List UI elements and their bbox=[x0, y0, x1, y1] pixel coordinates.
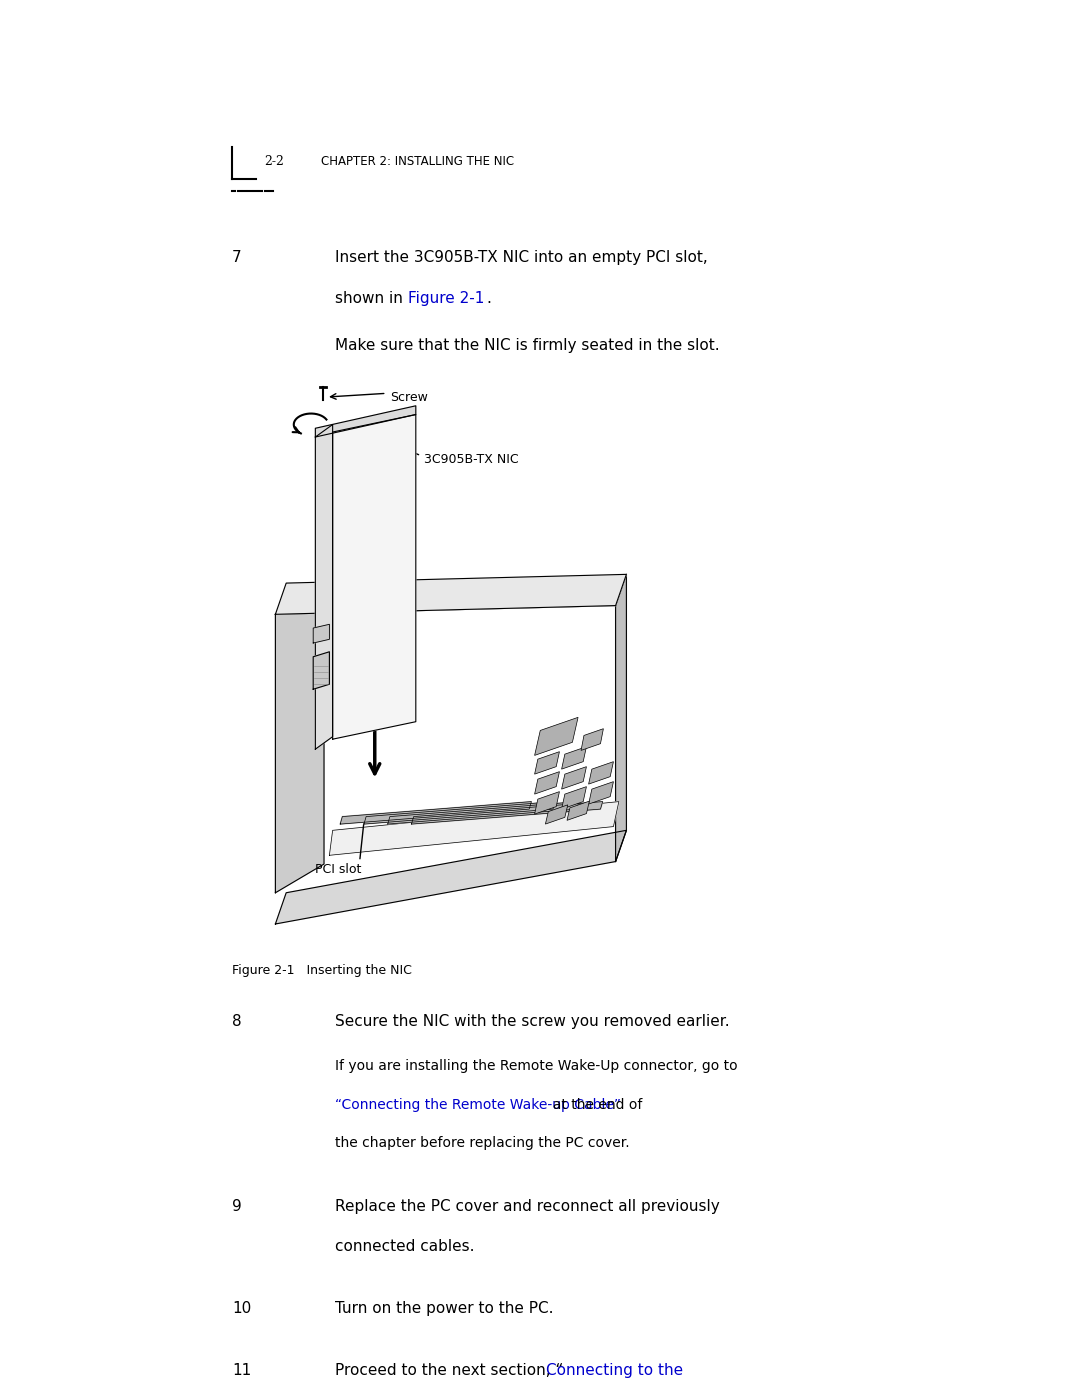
Text: Replace the PC cover and reconnect all previously: Replace the PC cover and reconnect all p… bbox=[335, 1199, 719, 1214]
Polygon shape bbox=[616, 574, 626, 862]
Polygon shape bbox=[589, 761, 613, 784]
Text: at the end of: at the end of bbox=[544, 1098, 643, 1112]
Text: 2-2: 2-2 bbox=[265, 155, 284, 168]
Text: 9: 9 bbox=[232, 1199, 242, 1214]
Polygon shape bbox=[329, 802, 619, 855]
Polygon shape bbox=[364, 802, 555, 824]
Polygon shape bbox=[535, 717, 578, 756]
Text: Turn on the power to the PC.: Turn on the power to the PC. bbox=[335, 1301, 553, 1316]
Text: 8: 8 bbox=[232, 1014, 242, 1028]
Polygon shape bbox=[411, 802, 603, 824]
Text: Screw: Screw bbox=[390, 391, 428, 404]
Polygon shape bbox=[333, 415, 416, 739]
Text: shown in: shown in bbox=[335, 291, 407, 306]
Polygon shape bbox=[315, 405, 416, 437]
Polygon shape bbox=[567, 800, 590, 820]
Polygon shape bbox=[535, 792, 559, 814]
Text: CHAPTER 2: INSTALLING THE NIC: CHAPTER 2: INSTALLING THE NIC bbox=[321, 155, 514, 168]
Text: Proceed to the next section, “: Proceed to the next section, “ bbox=[335, 1363, 563, 1379]
Text: Figure 2-1   Inserting the NIC: Figure 2-1 Inserting the NIC bbox=[232, 964, 413, 977]
Polygon shape bbox=[562, 787, 586, 809]
Polygon shape bbox=[313, 624, 329, 643]
Text: 11: 11 bbox=[232, 1363, 252, 1379]
Text: 10: 10 bbox=[232, 1301, 252, 1316]
Text: PCI slot: PCI slot bbox=[315, 862, 362, 876]
Text: If you are installing the Remote Wake-Up connector, go to: If you are installing the Remote Wake-Up… bbox=[335, 1059, 738, 1073]
Polygon shape bbox=[545, 805, 568, 824]
Polygon shape bbox=[315, 425, 333, 749]
Polygon shape bbox=[562, 767, 586, 789]
Polygon shape bbox=[589, 782, 613, 805]
Text: 7: 7 bbox=[232, 250, 242, 264]
Text: Connecting to the: Connecting to the bbox=[546, 1363, 684, 1379]
Polygon shape bbox=[275, 830, 626, 923]
Text: 3C905B-TX NIC: 3C905B-TX NIC bbox=[424, 453, 519, 467]
Text: the chapter before replacing the PC cover.: the chapter before replacing the PC cove… bbox=[335, 1136, 630, 1150]
Polygon shape bbox=[340, 802, 531, 824]
Text: Secure the NIC with the screw you removed earlier.: Secure the NIC with the screw you remove… bbox=[335, 1014, 729, 1028]
Polygon shape bbox=[275, 587, 324, 893]
Polygon shape bbox=[535, 752, 559, 774]
Polygon shape bbox=[388, 802, 579, 824]
Text: Make sure that the NIC is firmly seated in the slot.: Make sure that the NIC is firmly seated … bbox=[335, 338, 719, 353]
Polygon shape bbox=[535, 771, 559, 793]
Text: Figure 2-1: Figure 2-1 bbox=[408, 291, 485, 306]
Text: .: . bbox=[486, 291, 491, 306]
Polygon shape bbox=[275, 574, 626, 615]
Polygon shape bbox=[313, 652, 329, 689]
Text: Insert the 3C905B-TX NIC into an empty PCI slot,: Insert the 3C905B-TX NIC into an empty P… bbox=[335, 250, 707, 264]
Text: “Connecting the Remote Wake-up Cable”: “Connecting the Remote Wake-up Cable” bbox=[335, 1098, 621, 1112]
Text: connected cables.: connected cables. bbox=[335, 1239, 474, 1253]
Polygon shape bbox=[562, 746, 586, 770]
Polygon shape bbox=[581, 729, 604, 750]
